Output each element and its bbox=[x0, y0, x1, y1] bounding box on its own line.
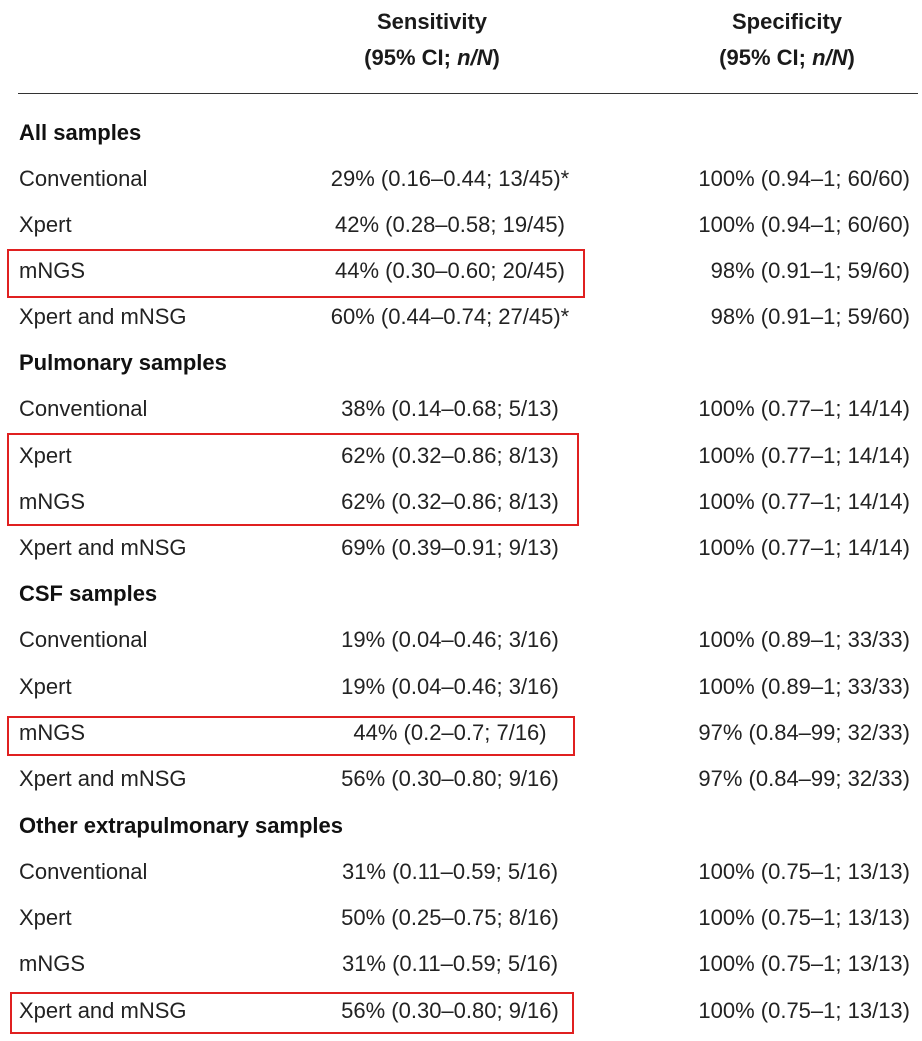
table-row: Xpert 50% (0.25–0.75; 8/16) 100% (0.75–1… bbox=[0, 895, 922, 941]
method-label: Xpert bbox=[19, 443, 72, 468]
specificity-value: 97% (0.84–99; 32/33) bbox=[698, 766, 910, 791]
method-label: Xpert bbox=[19, 674, 72, 699]
table-row: mNGS 62% (0.32–0.86; 8/13) 100% (0.77–1;… bbox=[0, 479, 922, 525]
specificity-value: 100% (0.77–1; 14/14) bbox=[698, 396, 910, 421]
sensitivity-value: 50% (0.25–0.75; 8/16) bbox=[341, 905, 559, 930]
table-row: Xpert 62% (0.32–0.86; 8/13) 100% (0.77–1… bbox=[0, 433, 922, 479]
header-divider bbox=[18, 93, 918, 94]
section-title: Pulmonary samples bbox=[19, 350, 227, 375]
method-label: mNGS bbox=[19, 258, 85, 283]
specificity-value: 100% (0.75–1; 13/13) bbox=[698, 859, 910, 884]
sensitivity-value: 62% (0.32–0.86; 8/13) bbox=[341, 489, 559, 514]
table-row: Xpert and mNSG 56% (0.30–0.80; 9/16) 100… bbox=[0, 988, 922, 1034]
sensitivity-value: 31% (0.11–0.59; 5/16) bbox=[341, 951, 559, 976]
table-row: Xpert and mNSG 56% (0.30–0.80; 9/16) 97%… bbox=[0, 756, 922, 802]
sensitivity-value: 62% (0.32–0.86; 8/13) bbox=[341, 443, 559, 468]
method-label: Conventional bbox=[19, 859, 148, 884]
column-header-sensitivity: Sensitivity (95% CI; n/N) bbox=[300, 4, 564, 76]
highlight-box bbox=[7, 433, 579, 526]
sensitivity-title: Sensitivity bbox=[376, 9, 488, 34]
highlight-box bbox=[7, 249, 585, 298]
sensitivity-ci-label: (95% CI; n/N) bbox=[364, 45, 500, 70]
specificity-ci-label: (95% CI; n/N) bbox=[719, 45, 855, 70]
sensitivity-value: 31% (0.11–0.59; 5/16) bbox=[341, 859, 559, 884]
specificity-value: 100% (0.75–1; 13/13) bbox=[698, 998, 910, 1023]
table-header: Sensitivity (95% CI; n/N) Specificity (9… bbox=[0, 0, 922, 94]
specificity-value: 100% (0.77–1; 14/14) bbox=[698, 535, 910, 560]
method-label: Conventional bbox=[19, 166, 148, 191]
column-header-specificity: Specificity (95% CI; n/N) bbox=[655, 4, 919, 76]
method-label: Xpert and mNSG bbox=[19, 998, 187, 1023]
specificity-title: Specificity bbox=[731, 9, 843, 34]
table-row: Conventional 38% (0.14–0.68; 5/13) 100% … bbox=[0, 386, 922, 432]
method-label: mNGS bbox=[19, 489, 85, 514]
specificity-value: 100% (0.75–1; 13/13) bbox=[698, 951, 910, 976]
section-heading: CSF samples bbox=[0, 571, 922, 617]
method-label: mNGS bbox=[19, 951, 85, 976]
sensitivity-value: 60% (0.44–0.74; 27/45)* bbox=[330, 304, 570, 329]
method-label: Xpert and mNSG bbox=[19, 304, 187, 329]
section-title: CSF samples bbox=[19, 581, 158, 606]
table-row: Conventional 29% (0.16–0.44; 13/45)* 100… bbox=[0, 156, 922, 202]
highlight-box bbox=[7, 716, 575, 756]
sensitivity-value: 56% (0.30–0.80; 9/16) bbox=[341, 766, 559, 791]
section-heading: Pulmonary samples bbox=[0, 340, 922, 386]
method-label: mNGS bbox=[19, 720, 85, 745]
specificity-value: 100% (0.94–1; 60/60) bbox=[698, 212, 910, 237]
sensitivity-value: 69% (0.39–0.91; 9/13) bbox=[341, 535, 559, 560]
method-label: Xpert and mNSG bbox=[19, 766, 187, 791]
table-row: Xpert and mNSG 60% (0.44–0.74; 27/45)* 9… bbox=[0, 294, 922, 340]
sensitivity-value: 19% (0.04–0.46; 3/16) bbox=[341, 627, 559, 652]
section-title: All samples bbox=[19, 120, 142, 145]
specificity-value: 100% (0.89–1; 33/33) bbox=[698, 627, 910, 652]
specificity-value: 100% (0.94–1; 60/60) bbox=[698, 166, 910, 191]
method-label: Xpert bbox=[19, 212, 72, 237]
table-row: Xpert 19% (0.04–0.46; 3/16) 100% (0.89–1… bbox=[0, 664, 922, 710]
method-label: Conventional bbox=[19, 396, 148, 421]
table-row: Xpert and mNSG 69% (0.39–0.91; 9/13) 100… bbox=[0, 525, 922, 571]
sensitivity-value: 19% (0.04–0.46; 3/16) bbox=[341, 674, 559, 699]
method-label: Xpert and mNSG bbox=[19, 535, 187, 560]
method-label: Conventional bbox=[19, 627, 148, 652]
table-row: Conventional 19% (0.04–0.46; 3/16) 100% … bbox=[0, 617, 922, 663]
sensitivity-value: 38% (0.14–0.68; 5/13) bbox=[341, 396, 559, 421]
sensitivity-value: 42% (0.28–0.58; 19/45) bbox=[335, 212, 565, 237]
specificity-value: 98% (0.91–1; 59/60) bbox=[710, 304, 910, 329]
table-row: Conventional 31% (0.11–0.59; 5/16) 100% … bbox=[0, 849, 922, 895]
method-label: Xpert bbox=[19, 905, 72, 930]
specificity-value: 100% (0.89–1; 33/33) bbox=[698, 674, 910, 699]
table-row: mNGS 31% (0.11–0.59; 5/16) 100% (0.75–1;… bbox=[0, 941, 922, 987]
section-title: Other extrapulmonary samples bbox=[19, 813, 344, 838]
specificity-value: 98% (0.91–1; 59/60) bbox=[710, 258, 910, 283]
sensitivity-value: 44% (0.2–0.7; 7/16) bbox=[353, 720, 547, 745]
section-heading: All samples bbox=[0, 110, 922, 156]
specificity-value: 97% (0.84–99; 32/33) bbox=[698, 720, 910, 745]
sensitivity-value: 29% (0.16–0.44; 13/45)* bbox=[330, 166, 570, 191]
table-row: Xpert 42% (0.28–0.58; 19/45) 100% (0.94–… bbox=[0, 202, 922, 248]
highlight-box bbox=[10, 992, 574, 1034]
section-heading: Other extrapulmonary samples bbox=[0, 803, 922, 849]
sensitivity-value: 56% (0.30–0.80; 9/16) bbox=[341, 998, 559, 1023]
specificity-value: 100% (0.77–1; 14/14) bbox=[698, 489, 910, 514]
sensitivity-value: 44% (0.30–0.60; 20/45) bbox=[335, 258, 565, 283]
table-row: mNGS 44% (0.30–0.60; 20/45) 98% (0.91–1;… bbox=[0, 248, 922, 294]
specificity-value: 100% (0.77–1; 14/14) bbox=[698, 443, 910, 468]
specificity-value: 100% (0.75–1; 13/13) bbox=[698, 905, 910, 930]
table-row: mNGS 44% (0.2–0.7; 7/16) 97% (0.84–99; 3… bbox=[0, 710, 922, 756]
